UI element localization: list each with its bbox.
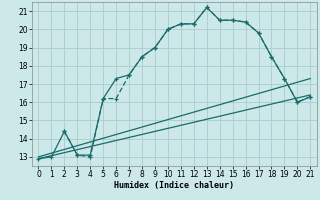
X-axis label: Humidex (Indice chaleur): Humidex (Indice chaleur) bbox=[115, 181, 234, 190]
